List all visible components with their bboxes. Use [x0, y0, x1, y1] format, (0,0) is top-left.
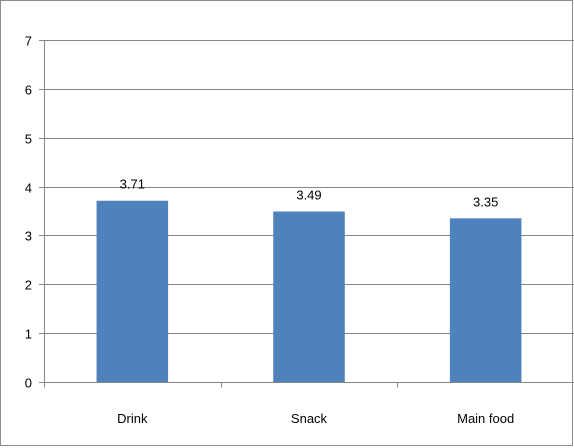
- y-tick-label: 5: [25, 132, 32, 147]
- x-tick-label: Drink: [117, 411, 148, 426]
- bar-snack: [273, 211, 345, 382]
- y-tick-label: 2: [25, 278, 32, 293]
- bar-main-food: [449, 218, 522, 382]
- y-tick-labels: 0 1 2 3 4 5 6 7: [25, 34, 32, 391]
- bar-drink: [96, 200, 169, 382]
- x-tick-label: Snack: [291, 411, 328, 426]
- y-tick-label: 4: [25, 181, 32, 196]
- data-label: 3.71: [120, 177, 145, 192]
- axes: [39, 40, 574, 388]
- x-tick-label: Main food: [457, 411, 514, 426]
- y-tick-label: 7: [25, 34, 32, 49]
- data-labels: 3.71 3.49 3.35: [120, 177, 499, 210]
- y-tick-label: 1: [25, 327, 32, 342]
- data-label: 3.49: [296, 187, 321, 202]
- y-tick-label: 6: [25, 83, 32, 98]
- x-tick-labels: Drink Snack Main food: [117, 411, 514, 426]
- bars: [96, 200, 522, 382]
- y-tick-label: 3: [25, 229, 32, 244]
- data-label: 3.35: [473, 194, 498, 209]
- y-tick-label: 0: [25, 376, 32, 391]
